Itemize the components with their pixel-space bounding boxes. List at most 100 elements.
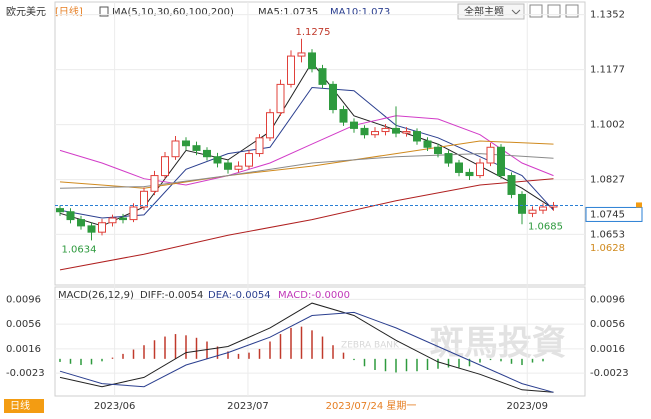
candle-body [549,204,558,208]
ma5-readout: MA5:1.0735 [258,7,318,18]
main-panel [54,1,586,286]
ma-line [59,86,554,219]
candle-body [150,175,159,192]
candle-body [339,109,348,123]
checkbox[interactable] [99,6,109,17]
candle-body [245,153,253,167]
candle-body [423,140,432,148]
candle-body [98,222,106,233]
y-tick-label: 1.0827 [590,175,625,186]
candle-body [360,127,369,136]
theme-button-label: 全部主题 [464,5,504,18]
candle-body [528,209,537,214]
y-tick-label-left: 0.0096 [6,294,41,305]
period-tab[interactable] [4,399,44,413]
x-tick-label: 2023/07 [227,401,269,412]
candle-body [486,146,495,164]
macd-panel [54,286,586,397]
low-label: 1.0634 [62,244,97,255]
candle-body [266,112,274,139]
theme-button[interactable] [457,3,525,20]
candle-body [224,162,232,170]
candle-body [108,217,117,224]
candle-body [171,140,180,158]
candle-body [329,83,337,111]
macd-readout: MACD:-0.0000 [278,290,350,301]
x-tick-label: 2023/09 [506,401,548,412]
macd-line [59,302,554,393]
candle-body [371,131,379,136]
last-price-marker [636,202,642,208]
candle-body [255,137,264,155]
candle-body [276,83,285,114]
candle-body [203,149,211,158]
last-price-box [585,206,643,222]
candle-body [497,146,505,177]
y-tick-label: 1.1177 [590,65,625,76]
high-label: 1.1275 [296,27,331,38]
candle-body [392,127,400,134]
candle-body [129,206,138,221]
tool-icon[interactable] [547,4,561,18]
candle-body [87,225,96,233]
watermark: 斑馬投資 [430,324,566,364]
candle-body [476,162,484,177]
cursor-date: 2023/07/24 星期一 [326,400,417,412]
candle-body [507,175,516,195]
candle-body [539,206,547,211]
y-tick-label-left: -0.0023 [6,368,45,379]
candle-body [140,190,148,208]
candle-body [318,68,327,85]
tool-icon[interactable] [529,4,543,18]
y-tick-label: 0.0056 [590,319,625,330]
candle-body [56,208,64,213]
candle-body [455,162,463,173]
dea-readout: DEA:-0.0054 [208,290,271,301]
candle-body [308,52,316,70]
last-price-label: 1.0745 [590,209,625,220]
marker-price-label: 1.0628 [590,243,625,254]
instrument-title: 欧元美元 [6,5,46,18]
diff-readout: DIFF:-0.0054 [140,290,203,301]
ma-line [59,115,554,186]
candle-body [297,52,306,57]
candle-body [402,131,411,134]
y-tick-label: 0.0096 [590,294,625,305]
y-tick-label: 1.1352 [590,10,625,21]
tool-icon[interactable] [565,4,579,18]
candle-body [381,127,390,133]
y-tick-label-left: 0.0016 [6,344,41,355]
candle-body [234,165,243,170]
cursor-date-box [318,399,424,413]
candle-body [287,55,295,85]
y-tick-label: -0.0023 [590,368,629,379]
period-label: [日线] [55,5,83,18]
macd-title: MACD(26,12,9) [58,290,134,301]
candle-body [77,219,85,227]
candle-body [350,121,358,129]
low-label: 1.0685 [528,221,563,232]
y-tick-label-left: 0.0056 [6,319,41,330]
candle-body [161,156,169,177]
candle-body [444,153,453,164]
y-tick-label: 1.0653 [590,229,625,240]
watermark-en: ZEBRA BANK [341,341,400,351]
ma-line [59,178,554,271]
y-tick-label: 1.1002 [590,120,625,131]
x-tick-label: 2023/06 [94,401,136,412]
period-tab-label: 日线 [10,399,30,412]
candle-body [213,156,222,164]
candle-body [119,217,127,221]
candle-body [518,193,526,214]
candle-body [413,131,421,142]
candle-body [192,145,201,151]
macd-line [59,311,554,393]
candle-body [465,171,474,177]
ma10-readout: MA10:1.073 [330,7,390,18]
ma-line [59,153,554,189]
ma-indicator: MA(5,10,30,60,100,200) [112,7,234,18]
dropdown-arrow [511,9,521,15]
candle-body [66,211,75,221]
y-tick-label: 0.0016 [590,344,625,355]
